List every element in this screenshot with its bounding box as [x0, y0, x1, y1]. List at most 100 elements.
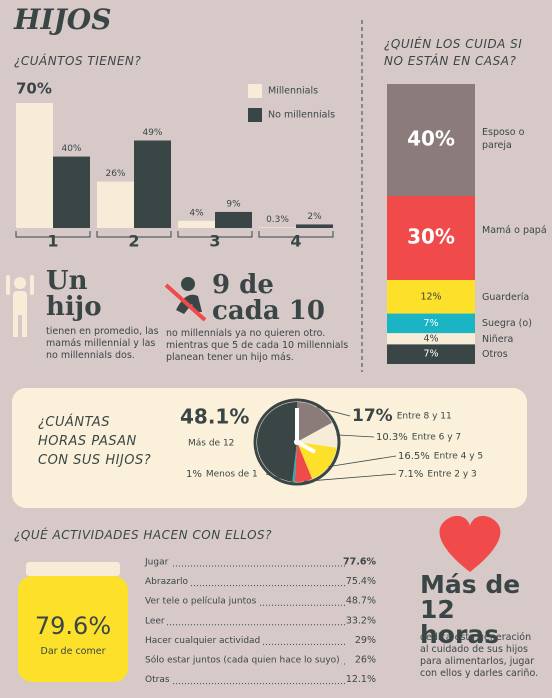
- clock-hand: [296, 440, 316, 454]
- bar-segment: [387, 280, 475, 314]
- leader-line: [328, 455, 397, 468]
- label-bg: [144, 556, 172, 568]
- bar: [259, 227, 296, 228]
- segment-label: Suegra (o): [482, 318, 532, 330]
- no-child-icon: [164, 277, 207, 322]
- bar-segment: [387, 313, 475, 334]
- slice-label: Entre 6 y 7: [412, 433, 461, 443]
- bar-segment: [387, 333, 475, 345]
- value-label: 49%: [142, 128, 162, 138]
- value-label: 40%: [407, 127, 455, 151]
- slice-label: Entre 4 y 5: [434, 452, 483, 462]
- segment-label: Niñera: [482, 333, 514, 345]
- activity-value: 77.6%: [343, 557, 376, 568]
- section-title: ¿QUÉ ACTIVIDADES HACEN CON ELLOS?: [14, 528, 273, 542]
- clock-center: [294, 439, 300, 445]
- bar: [16, 103, 53, 228]
- highlight-value: 79.6%: [34, 612, 112, 640]
- value-label: 17%: [352, 406, 393, 426]
- activity-value: 75.4%: [346, 576, 376, 587]
- value-label: 4%: [189, 208, 204, 218]
- activity-value: 33.2%: [346, 615, 376, 626]
- section-title: ¿QUIÉN LOS CUIDA SI NO ESTÁN EN CASA?: [384, 37, 523, 68]
- label-bg: [144, 575, 191, 588]
- value-label: 70%: [16, 80, 52, 98]
- segment-label: Mamá o papá: [482, 225, 547, 236]
- bar: [215, 211, 252, 228]
- value-label: 0.3%: [266, 215, 289, 225]
- segment-label: Esposo o pareja: [482, 127, 525, 152]
- time-headline: Más de 12 horas: [420, 570, 521, 649]
- fact-headline: 9 de cada 10: [212, 270, 325, 326]
- fact-text: tienen en promedio, las mamás millennial…: [46, 326, 159, 361]
- segment-label: Otros: [482, 349, 508, 361]
- activity-value: 12.1%: [346, 674, 376, 685]
- category-label: 4: [290, 232, 301, 251]
- value-label: 48.1%: [180, 405, 249, 429]
- category-bracket: [15, 231, 91, 238]
- activity-value: 26%: [355, 655, 376, 666]
- label-bg: [144, 595, 259, 608]
- category-label: 2: [128, 232, 139, 251]
- label-bg: [144, 673, 172, 686]
- value-label: 7%: [423, 318, 438, 329]
- heart: [439, 515, 501, 572]
- value-label: 12%: [420, 291, 441, 302]
- value-label: 9%: [226, 199, 241, 209]
- legend-label: No millennials: [268, 110, 335, 121]
- bar: [97, 181, 134, 228]
- highlight-label: Dar de comer: [40, 646, 106, 657]
- leader-line: [336, 434, 375, 438]
- value-label: 16.5%: [398, 451, 430, 462]
- child-icon: [6, 275, 34, 337]
- pie-slice: [292, 442, 297, 482]
- slice-label: Entre 8 y 11: [397, 412, 452, 422]
- slice-label: Entre 2 y 3: [427, 470, 476, 480]
- fact-text: no millennials ya no quieren otro. mient…: [166, 328, 349, 363]
- value-label: 2%: [307, 212, 322, 222]
- activity-label: Abrazarlo: [145, 577, 189, 587]
- category-bracket: [177, 231, 253, 238]
- activity-label: Hacer cualquier actividad: [145, 636, 260, 646]
- pie-slice: [297, 402, 333, 442]
- clock-ring: [253, 398, 341, 486]
- value-label: 40%: [61, 144, 81, 154]
- fact-headline: Un hijo: [46, 266, 102, 322]
- activity-label: Sólo estar juntos (cada quien hace lo su…: [145, 655, 340, 666]
- value-label: 4%: [423, 333, 438, 344]
- leader-line: [317, 407, 351, 417]
- category-bracket: [96, 231, 172, 238]
- leader-line: [303, 473, 397, 482]
- slice-label: Menos de 1: [206, 470, 258, 480]
- legend-label: Millennials: [268, 86, 318, 97]
- value-label: 10.3%: [376, 432, 408, 443]
- section-title: ¿CUÁNTAS HORAS PASAN CON SUS HIJOS?: [38, 415, 152, 468]
- value-label: 7.1%: [398, 469, 423, 480]
- label-bg: [144, 654, 342, 666]
- bar-segment: [387, 84, 475, 196]
- activity-label: Otras: [145, 675, 170, 685]
- pie-slice: [297, 442, 337, 480]
- label-bg: [144, 614, 167, 627]
- bar: [178, 220, 215, 228]
- activity-value: 29%: [355, 635, 376, 646]
- section-title: ¿CUÁNTOS TIENEN?: [14, 54, 142, 68]
- slice-label: Más de 12: [188, 439, 234, 449]
- bar: [134, 140, 171, 228]
- bar: [53, 156, 90, 228]
- bar: [296, 224, 333, 228]
- value-label: 30%: [407, 225, 455, 249]
- legend-swatch: [248, 84, 262, 98]
- page-title: HIJOS: [14, 3, 112, 36]
- legend-swatch: [248, 108, 262, 122]
- activity-label: Ver tele o película juntos: [145, 597, 257, 607]
- jar: [18, 562, 128, 682]
- pie-slice: [256, 402, 297, 482]
- bar-segment: [387, 196, 475, 280]
- category-bracket: [258, 231, 334, 238]
- value-label: 26%: [105, 169, 125, 179]
- activity-label: Jugar: [144, 558, 169, 568]
- activity-label: Leer: [145, 616, 165, 626]
- time-text: dedica esta generación al cuidado de sus…: [420, 632, 539, 679]
